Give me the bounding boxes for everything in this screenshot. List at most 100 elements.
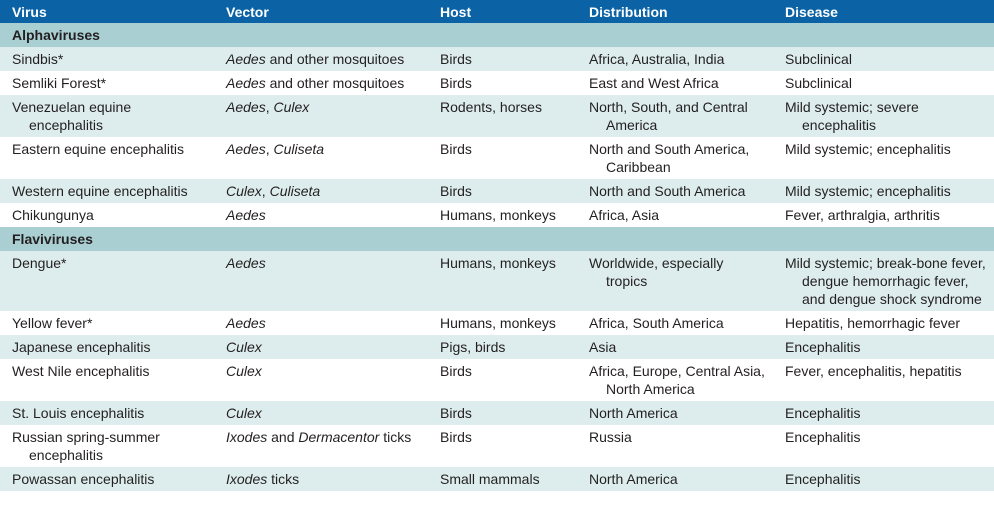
cell-distribution-text: North, South, and Central America bbox=[589, 99, 748, 133]
cell-virus: West Nile encephalitis bbox=[0, 359, 214, 401]
cell-disease-text: Encephalitis bbox=[785, 429, 861, 445]
cell-vector: Aedes bbox=[214, 203, 428, 227]
header-disease: Disease bbox=[785, 3, 838, 20]
cell-disease-text: Fever, encephalitis, hepatitis bbox=[785, 363, 962, 379]
cell-virus: Semliki Forest* bbox=[0, 71, 214, 95]
cell-distribution: East and West Africa bbox=[577, 71, 773, 95]
vector-genus: Ixodes bbox=[226, 471, 268, 487]
cell-disease: Encephalitis bbox=[773, 401, 994, 425]
vector-genus: Culex bbox=[273, 99, 310, 115]
cell-disease: Fever, encephalitis, hepatitis bbox=[773, 359, 994, 401]
cell-vector: Culex, Culiseta bbox=[214, 179, 428, 203]
table-row: Powassan encephalitis Ixodes ticks Small m… bbox=[0, 467, 994, 491]
vector-genus: Dermacentor bbox=[298, 429, 380, 445]
cell-disease-text: Fever, arthralgia, arthritis bbox=[785, 207, 940, 223]
vector-genus: Culex bbox=[226, 363, 262, 379]
cell-distribution: North, South, and Central America bbox=[577, 95, 773, 137]
cell-vector: Aedes and other mosquitoes bbox=[214, 47, 428, 71]
vector-genus: Aedes bbox=[226, 99, 266, 115]
cell-virus: Chikungunya bbox=[0, 203, 214, 227]
cell-virus: Eastern equine encephalitis bbox=[0, 137, 214, 179]
cell-virus: Venezuelan equine encephalitis bbox=[0, 95, 214, 137]
vector-genus: Aedes bbox=[226, 315, 266, 331]
table-row: Semliki Forest* Aedes and other mosquitoe… bbox=[0, 71, 994, 95]
table-row: Venezuelan equine encephalitis Aedes, Cul… bbox=[0, 95, 994, 137]
cell-virus: Japanese encephalitis bbox=[0, 335, 214, 359]
cell-vector: Ixodes ticks bbox=[214, 467, 428, 491]
vector-genus: Aedes bbox=[226, 51, 266, 67]
vector-text: ticks bbox=[379, 429, 412, 445]
cell-virus-text: Powassan encephalitis bbox=[12, 471, 155, 487]
cell-distribution-text: North and South America, Caribbean bbox=[589, 141, 750, 175]
cell-distribution: Africa, Europe, Central Asia, North Amer… bbox=[577, 359, 773, 401]
cell-vector: Aedes bbox=[214, 251, 428, 311]
cell-host-text: Birds bbox=[440, 429, 472, 445]
table-row: Sindbis* Aedes and other mosquitoes Birds A… bbox=[0, 47, 994, 71]
cell-distribution: Worldwide, especially tropics bbox=[577, 251, 773, 311]
cell-host-text: Rodents, horses bbox=[440, 99, 542, 115]
cell-disease-text: Subclinical bbox=[785, 75, 852, 91]
section-row: Flaviviruses bbox=[0, 227, 994, 251]
cell-disease: Subclinical bbox=[773, 71, 994, 95]
header-vector: Vector bbox=[226, 3, 269, 20]
cell-host: Rodents, horses bbox=[428, 95, 577, 137]
cell-virus: Dengue* bbox=[0, 251, 214, 311]
cell-distribution: Africa, Australia, India bbox=[577, 47, 773, 71]
cell-distribution: North and South America, Caribbean bbox=[577, 137, 773, 179]
table-row: Russian spring-summer encephalitis Ixodes… bbox=[0, 425, 994, 467]
cell-disease-text: Subclinical bbox=[785, 51, 852, 67]
cell-disease: Hepatitis, hemorrhagic fever bbox=[773, 311, 994, 335]
cell-distribution-text: North and South America bbox=[589, 183, 746, 199]
cell-distribution-text: North America bbox=[589, 471, 678, 487]
vector-text: and other mosquitoes bbox=[265, 75, 405, 91]
cell-vector: Culex bbox=[214, 401, 428, 425]
cell-disease: Mild systemic; break-bone fever, dengue … bbox=[773, 251, 994, 311]
cell-disease: Encephalitis bbox=[773, 467, 994, 491]
cell-host: Birds bbox=[428, 47, 577, 71]
cell-vector: Aedes, Culex bbox=[214, 95, 428, 137]
table-header-row: Virus Vector Host Distribution Disease bbox=[0, 0, 994, 23]
cell-disease: Encephalitis bbox=[773, 425, 994, 467]
section-row: Alphaviruses bbox=[0, 23, 994, 47]
cell-host: Humans, monkeys bbox=[428, 203, 577, 227]
cell-vector: Aedes and other mosquitoes bbox=[214, 71, 428, 95]
vector-genus: Aedes bbox=[226, 141, 266, 157]
cell-host-text: Humans, monkeys bbox=[440, 255, 556, 271]
cell-virus-text: Venezuelan equine encephalitis bbox=[12, 99, 132, 133]
cell-disease: Encephalitis bbox=[773, 335, 994, 359]
cell-host: Birds bbox=[428, 425, 577, 467]
cell-distribution: Africa, Asia bbox=[577, 203, 773, 227]
cell-distribution: Russia bbox=[577, 425, 773, 467]
cell-host-text: Small mammals bbox=[440, 471, 540, 487]
cell-distribution-text: Asia bbox=[589, 339, 617, 355]
vector-genus: Culiseta bbox=[269, 183, 321, 199]
table-row: Eastern equine encephalitis Aedes, Culise… bbox=[0, 137, 994, 179]
cell-vector: Culex bbox=[214, 359, 428, 401]
cell-virus: St. Louis encephalitis bbox=[0, 401, 214, 425]
cell-host-text: Birds bbox=[440, 405, 472, 421]
vector-text: , bbox=[265, 141, 274, 157]
cell-distribution-text: North America bbox=[589, 405, 678, 421]
cell-host: Small mammals bbox=[428, 467, 577, 491]
cell-disease-text: Mild systemic; encephalitis bbox=[785, 183, 951, 199]
table-row: Japanese encephalitis Culex Pigs, birds Asi… bbox=[0, 335, 994, 359]
vector-text: , bbox=[261, 183, 270, 199]
cell-host: Pigs, birds bbox=[428, 335, 577, 359]
table-row: Dengue* Aedes Humans, monkeys Worldwide, es… bbox=[0, 251, 994, 311]
cell-disease: Mild systemic; severe encephalitis bbox=[773, 95, 994, 137]
cell-virus: Western equine encephalitis bbox=[0, 179, 214, 203]
cell-host: Birds bbox=[428, 71, 577, 95]
cell-virus-text: Dengue* bbox=[12, 255, 67, 271]
cell-disease: Mild systemic; encephalitis bbox=[773, 137, 994, 179]
vector-genus: Culex bbox=[226, 339, 262, 355]
header-host: Host bbox=[440, 3, 472, 20]
cell-distribution: Africa, South America bbox=[577, 311, 773, 335]
cell-host-text: Birds bbox=[440, 75, 472, 91]
cell-virus-text: Western equine encephalitis bbox=[12, 183, 188, 199]
cell-disease: Fever, arthralgia, arthritis bbox=[773, 203, 994, 227]
cell-vector: Aedes, Culiseta bbox=[214, 137, 428, 179]
cell-host-text: Birds bbox=[440, 363, 472, 379]
cell-distribution: North America bbox=[577, 467, 773, 491]
cell-virus: Sindbis* bbox=[0, 47, 214, 71]
